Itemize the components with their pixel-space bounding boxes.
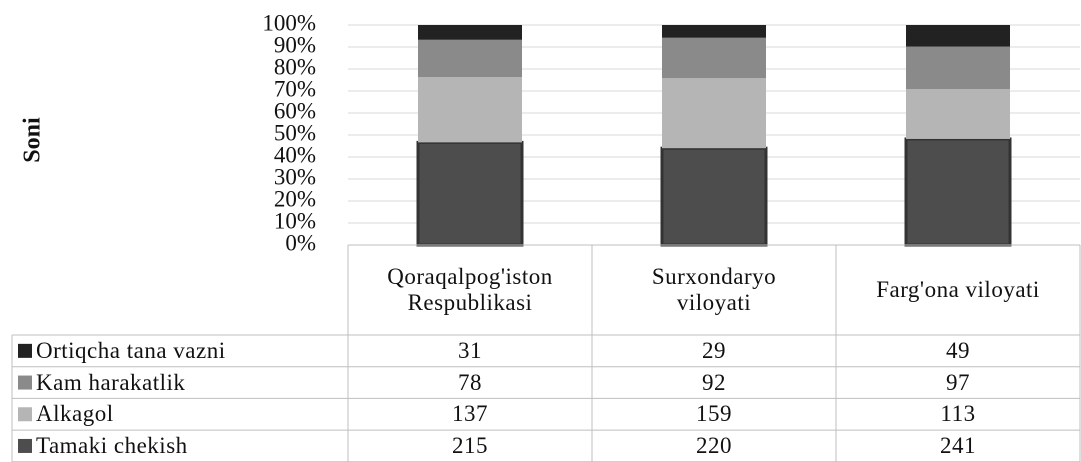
table-value: 49 xyxy=(946,337,970,363)
bar-segment xyxy=(662,37,766,79)
table-value: 31 xyxy=(458,337,482,363)
bar-segment xyxy=(904,137,1012,247)
table-value: 113 xyxy=(940,401,976,427)
table-value: 92 xyxy=(702,369,726,395)
bar-segment xyxy=(906,25,1010,47)
bar-segment xyxy=(662,25,766,38)
table-value: 78 xyxy=(458,369,482,395)
y-tick-label: 80% xyxy=(274,54,316,79)
y-tick-label: 100% xyxy=(262,10,316,35)
table-value: 220 xyxy=(696,432,732,458)
legend-label: Ortiqcha tana vazni xyxy=(36,337,226,363)
legend-swatch xyxy=(18,343,32,358)
bar-segment xyxy=(418,77,522,143)
y-axis-label: Soni xyxy=(20,117,46,163)
y-tick-label: 70% xyxy=(274,76,316,101)
y-tick-label: 10% xyxy=(274,208,316,233)
category-label: Surxondaryo viloyati xyxy=(651,264,777,315)
y-tick-label: 0% xyxy=(285,230,316,255)
table-value: 137 xyxy=(452,401,488,427)
table-value: 241 xyxy=(940,432,976,458)
bar-segment xyxy=(418,39,522,78)
bar-segment xyxy=(660,146,768,247)
legend-swatch xyxy=(18,438,32,453)
bar-segment xyxy=(416,140,524,247)
bar-segment xyxy=(906,89,1010,139)
y-tick-label: 90% xyxy=(274,32,316,57)
table-value: 159 xyxy=(696,401,732,427)
category-label: Qoraqalpog'iston Respublikasi xyxy=(387,264,553,315)
legend-swatch xyxy=(18,407,32,422)
y-tick-label: 50% xyxy=(274,120,316,145)
table-value: 215 xyxy=(452,432,488,458)
bar-segment xyxy=(906,46,1010,90)
legend-label: Tamaki chekish xyxy=(36,432,188,458)
legend-label: Kam harakatlik xyxy=(36,369,186,395)
category-label: Farg'ona viloyati xyxy=(876,277,1040,302)
legend-label: Alkagol xyxy=(36,401,114,427)
bar-segment xyxy=(418,25,522,40)
y-tick-label: 40% xyxy=(274,142,316,167)
y-tick-label: 20% xyxy=(274,186,316,211)
y-tick-label: 30% xyxy=(274,164,316,189)
table-value: 97 xyxy=(946,369,970,395)
y-tick-label: 60% xyxy=(274,98,316,123)
legend-swatch xyxy=(18,375,32,390)
table-value: 29 xyxy=(702,337,726,363)
bar-segment xyxy=(662,78,766,149)
